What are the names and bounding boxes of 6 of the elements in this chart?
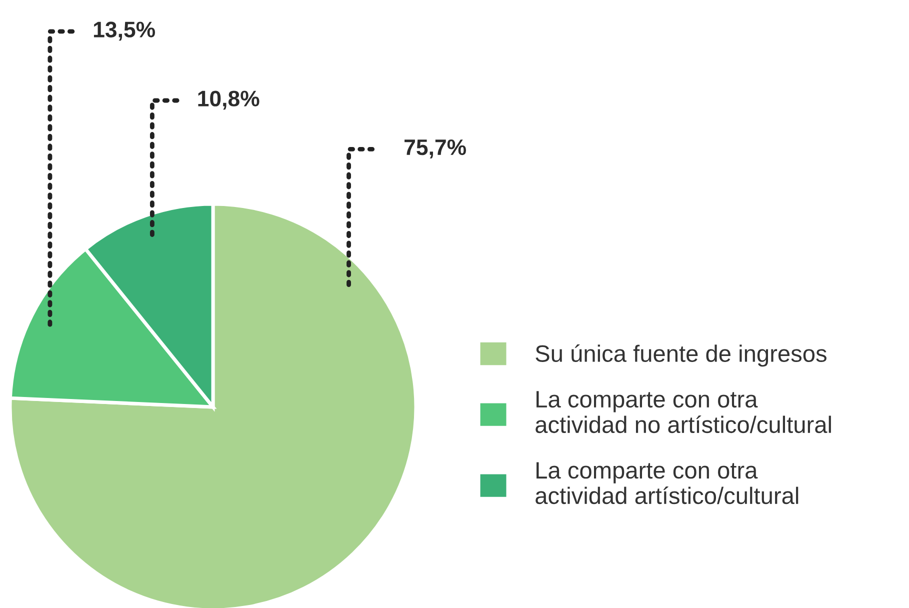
data-label: 10,8%	[198, 90, 260, 110]
legend-label: La comparte con otra actividad no artístico/cultural	[536, 391, 831, 434]
data-label: 13,5%	[94, 22, 156, 41]
legend-label: La comparte con otra actividad artístico/cultural	[536, 462, 798, 504]
legend-label: Su única fuente de ingresos	[536, 344, 826, 367]
data-label: 75,7%	[404, 139, 466, 158]
